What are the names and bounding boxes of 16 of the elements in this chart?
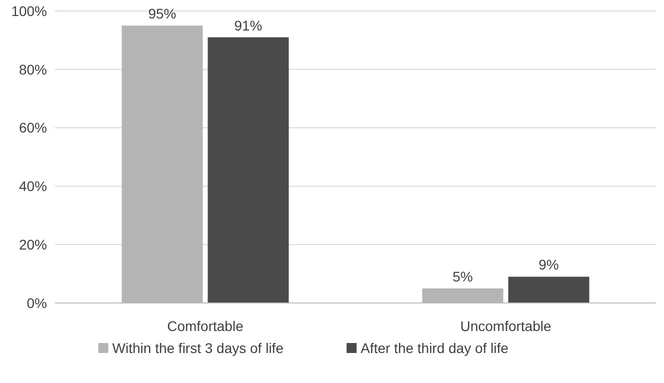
y-tick-label: 100%: [11, 2, 47, 19]
legend-label: After the third day of life: [360, 340, 509, 356]
y-tick-label: 60%: [18, 120, 47, 136]
data-label: 5%: [452, 268, 473, 284]
x-tick-label: Uncomfortable: [460, 318, 552, 334]
legend-label: Within the first 3 days of life: [112, 340, 284, 356]
bar: [208, 37, 289, 303]
y-tick-label: 0%: [26, 294, 47, 311]
y-tick-label: 20%: [18, 236, 47, 252]
y-tick-label: 80%: [18, 61, 47, 78]
bar: [508, 276, 590, 303]
x-tick-label: Comfortable: [167, 318, 244, 334]
data-label: 95%: [148, 6, 176, 22]
data-label: 9%: [538, 256, 559, 273]
data-label: 91%: [234, 17, 262, 34]
y-tick-label: 40%: [18, 178, 47, 194]
